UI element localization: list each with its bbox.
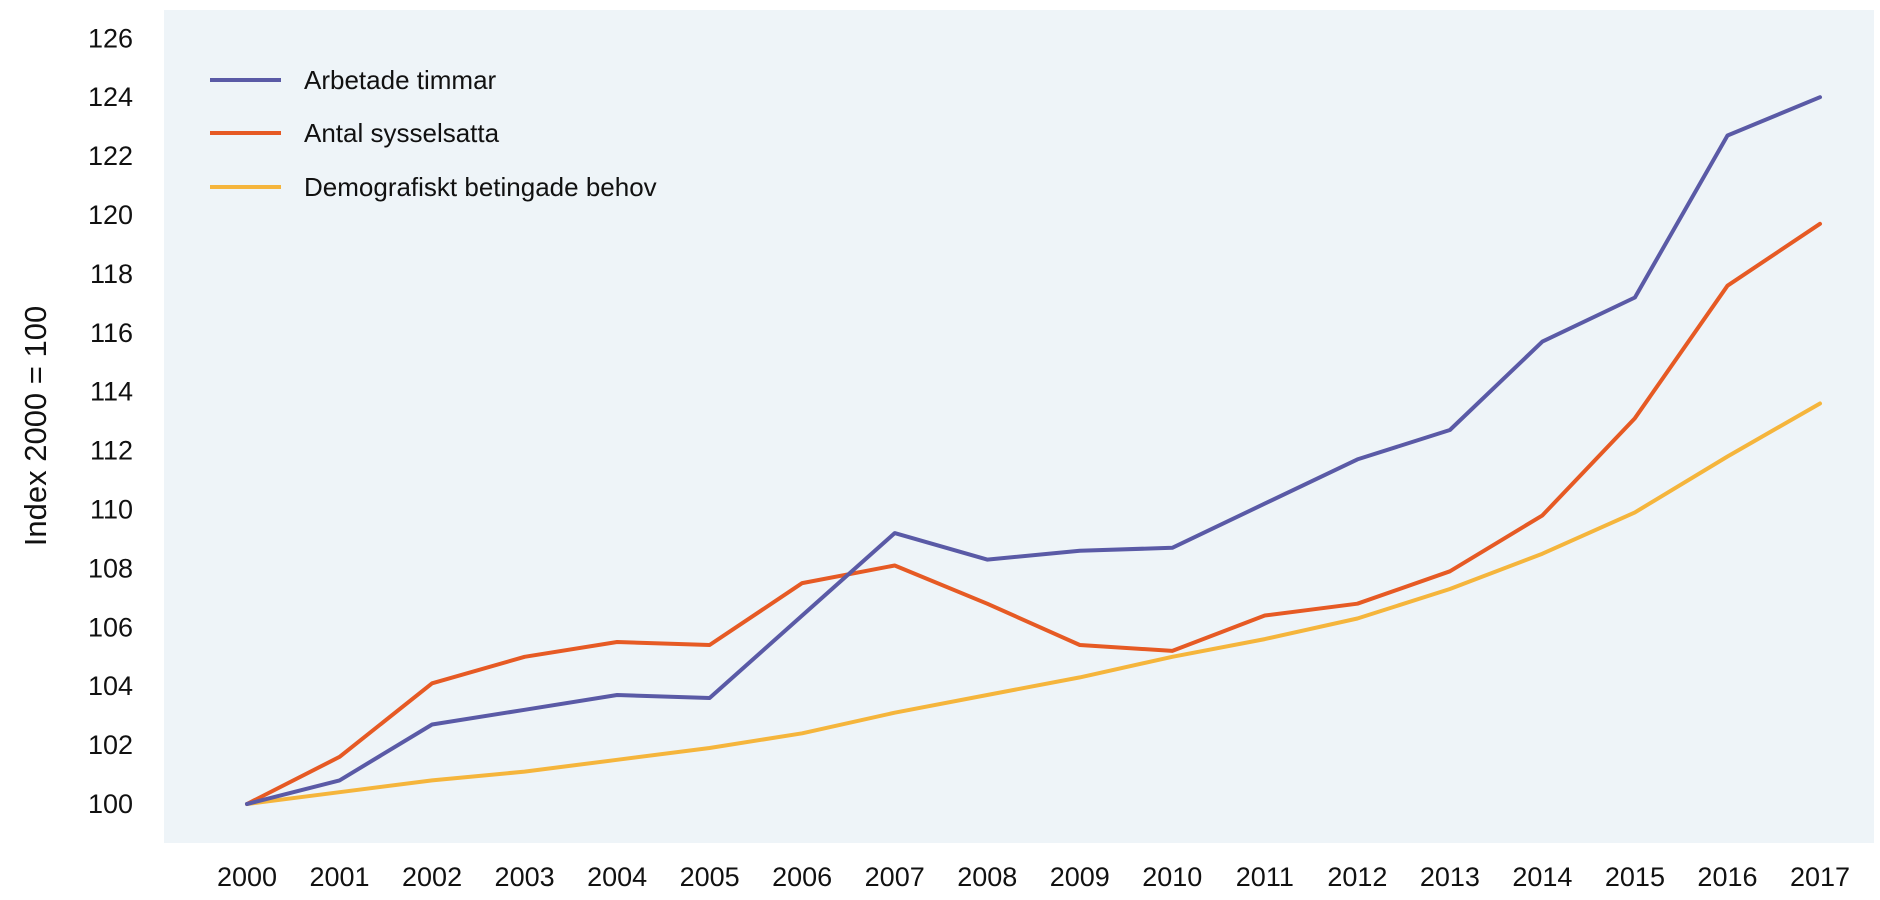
y-tick-label: 126 — [88, 23, 133, 53]
y-tick-label: 112 — [90, 436, 133, 466]
series-lines — [245, 95, 1822, 806]
x-tick-label: 2001 — [309, 862, 369, 892]
legend-label: Antal sysselsatta — [304, 118, 500, 148]
legend-label: Arbetade timmar — [304, 65, 497, 95]
x-tick-label: 2017 — [1790, 862, 1850, 892]
y-tick-label: 116 — [90, 318, 133, 348]
x-tick-label: 2005 — [680, 862, 740, 892]
x-tick-label: 2007 — [865, 862, 925, 892]
y-tick-label: 124 — [88, 82, 133, 112]
x-tick-label: 2000 — [217, 862, 277, 892]
y-tick-label: 108 — [88, 553, 133, 583]
x-tick-label: 2004 — [587, 862, 647, 892]
x-axis-ticks: 2000 2001 2002 2003 2004 2005 2006 2007 2008 2009… — [217, 862, 1850, 892]
x-tick-label: 2002 — [402, 862, 462, 892]
x-tick-label: 2009 — [1050, 862, 1110, 892]
y-axis-ticks: 100 102 104 106 108 110 112 114 116 118 120 122 124 1… — [88, 23, 133, 819]
x-tick-label: 2014 — [1512, 862, 1572, 892]
series-line-antal-sysselsatta — [245, 221, 1822, 806]
x-tick-label: 2011 — [1236, 862, 1294, 892]
y-axis-label: Index 2000 = 100 — [18, 306, 53, 546]
y-tick-label: 102 — [88, 730, 133, 760]
y-tick-label: 118 — [90, 259, 133, 289]
x-tick-label: 2015 — [1605, 862, 1665, 892]
plot-background — [164, 10, 1874, 843]
y-tick-label: 100 — [88, 789, 133, 819]
x-tick-label: 2008 — [957, 862, 1017, 892]
legend: Arbetade timmar Antal sysselsatta Demograf… — [210, 65, 657, 202]
y-tick-label: 122 — [88, 141, 133, 171]
x-tick-label: 2010 — [1142, 862, 1202, 892]
series-line-demografiskt-betingade-behov — [245, 401, 1822, 806]
legend-label: Demografiskt betingade behov — [304, 172, 657, 202]
y-tick-label: 114 — [90, 377, 133, 407]
series-line-arbetade-timmar — [245, 95, 1822, 806]
y-tick-label: 120 — [88, 200, 133, 230]
y-tick-label: 106 — [88, 612, 133, 642]
x-tick-label: 2013 — [1420, 862, 1480, 892]
x-tick-label: 2016 — [1697, 862, 1757, 892]
x-tick-label: 2012 — [1327, 862, 1387, 892]
y-tick-label: 110 — [90, 495, 133, 525]
x-tick-label: 2003 — [495, 862, 555, 892]
y-tick-label: 104 — [88, 671, 133, 701]
x-tick-label: 2006 — [772, 862, 832, 892]
